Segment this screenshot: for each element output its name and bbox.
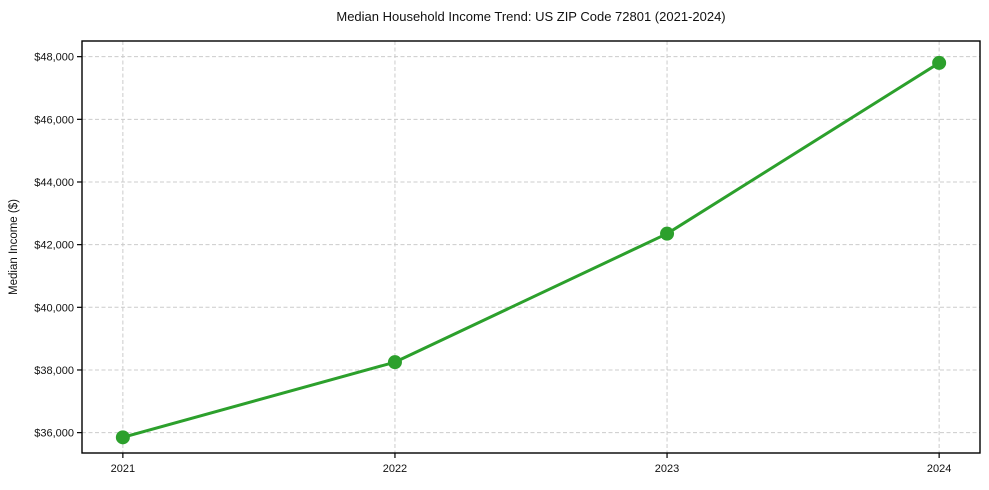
y-tick-label: $44,000: [34, 177, 74, 189]
data-point-marker: [115, 430, 130, 445]
data-point-marker: [387, 355, 402, 370]
grid-layer: [82, 41, 980, 453]
x-tick-label: 2021: [111, 463, 135, 475]
data-point-marker: [660, 226, 675, 241]
plot-border: [81, 40, 981, 454]
x-tick-label: 2022: [383, 463, 407, 475]
x-tick-label: 2023: [655, 463, 679, 475]
data-series-layer: [115, 55, 947, 445]
data-point-marker: [932, 55, 947, 70]
tick-label-layer: $36,000 $38,000 $40,000 $42,000 $44,000 $46,0…: [34, 52, 951, 475]
y-tick-label: $38,000: [34, 365, 74, 377]
y-tick-label: $42,000: [34, 240, 74, 252]
trend-line: [121, 61, 941, 439]
axis-layer: [77, 40, 981, 458]
y-tick-label: $36,000: [34, 428, 74, 440]
y-axis-label: Median Income ($): [8, 199, 20, 295]
chart-title: Median Household Income Trend: US ZIP Co…: [336, 9, 725, 24]
y-tick-label: $46,000: [34, 114, 74, 126]
x-tick-label: 2024: [927, 463, 951, 475]
y-tick-label: $48,000: [34, 52, 74, 64]
y-tick-label: $40,000: [34, 302, 74, 314]
